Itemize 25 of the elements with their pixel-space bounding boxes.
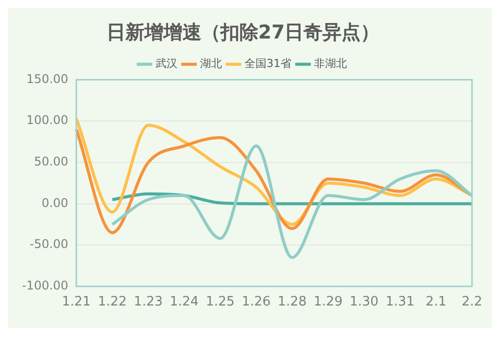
y-tick-label: 0.00 — [42, 196, 68, 210]
legend-label: 非湖北 — [314, 57, 347, 70]
x-tick-label: 1.21 — [62, 294, 91, 310]
x-tick-label: 1.23 — [134, 294, 163, 310]
x-tick-label: 1.30 — [350, 294, 379, 310]
x-tick-label: 1.31 — [386, 294, 415, 310]
y-tick-label: -50.00 — [30, 237, 68, 252]
x-tick-label: 1.24 — [170, 294, 199, 310]
x-tick-label: 2.2 — [462, 294, 482, 310]
x-tick-label: 1.26 — [242, 294, 271, 310]
x-tick-label: 1.22 — [98, 294, 127, 310]
y-tick-label: 150.00 — [26, 72, 68, 86]
y-tick-label: 100.00 — [26, 113, 68, 128]
line-series — [110, 144, 474, 259]
y-tick-label: 50.00 — [34, 154, 68, 169]
x-tick-label: 1.25 — [206, 294, 235, 310]
y-tick-label: -100.00 — [22, 278, 68, 293]
chart-title: 日新增增速（扣除27日奇异点） — [106, 21, 380, 44]
x-tick-label: 1.29 — [314, 294, 343, 310]
legend-label: 武汉 — [156, 57, 178, 70]
line-series — [74, 128, 474, 234]
x-tick-label: 2.1 — [426, 294, 446, 310]
x-tick-label: 1.28 — [278, 294, 307, 310]
legend-label: 全国31省 — [244, 57, 292, 70]
legend-label: 湖北 — [200, 57, 222, 70]
